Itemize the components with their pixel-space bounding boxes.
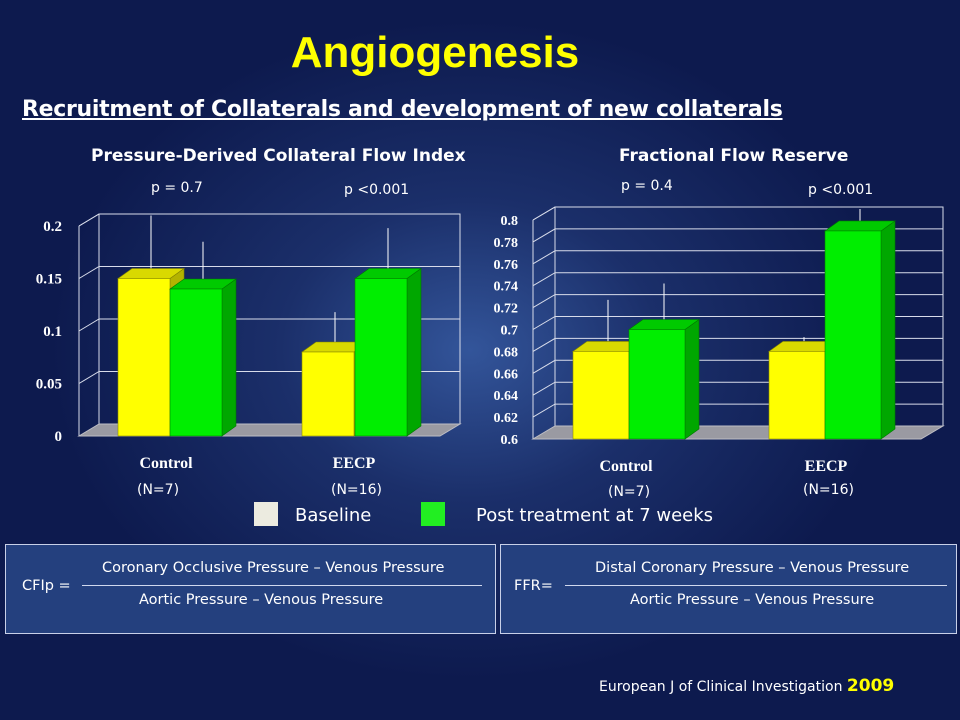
formula-box-ffr: FFR= Distal Coronary Pressure – Venous P… bbox=[500, 544, 957, 634]
chart2-gridline bbox=[532, 294, 943, 309]
citation-year: 2009 bbox=[846, 676, 895, 696]
chart1-bar-side bbox=[221, 278, 237, 437]
chart2-ytick-label: 0.76 bbox=[494, 258, 519, 273]
formula-ffr-lhs: FFR= bbox=[514, 578, 553, 594]
chart1-ytick-label: 0.15 bbox=[36, 272, 62, 288]
legend-swatch-baseline bbox=[254, 502, 278, 526]
chart2-ytick-label: 0.74 bbox=[494, 280, 519, 295]
chart2-ytick-label: 0.68 bbox=[494, 345, 519, 360]
chart2-ytick-label: 0.62 bbox=[494, 411, 519, 426]
citation: European J of Clinical Investigation 200… bbox=[599, 676, 894, 696]
chart2-ytick-label: 0.78 bbox=[494, 236, 519, 251]
chart2-gridline bbox=[532, 337, 943, 352]
chart-fractional-flow-reserve: 0.6 0.62 0.64 0.66 0.68 0.7 0.72 0.74 0.76 0.78 0.… bbox=[494, 206, 945, 475]
formula-box-cfip: CFIp = Coronary Occlusive Pressure – Ven… bbox=[5, 544, 496, 634]
chart1-ytick-label: 0.2 bbox=[43, 219, 62, 235]
legend-swatch-post bbox=[421, 502, 445, 526]
formula-ffr-fraction-bar bbox=[565, 585, 947, 586]
chart2-bar-side bbox=[880, 220, 896, 440]
formula-ffr-denominator: Aortic Pressure – Venous Pressure bbox=[630, 592, 875, 608]
chart2-ytick-label: 0.72 bbox=[494, 302, 519, 317]
chart2-ytick-label: 0.6 bbox=[501, 433, 519, 448]
formula-cfip-fraction-bar bbox=[82, 585, 482, 586]
chart2-gridline bbox=[532, 316, 943, 330]
chart2-gridline bbox=[532, 206, 943, 221]
chart2-ytick-label: 0.64 bbox=[494, 389, 519, 404]
citation-source: European J of Clinical Investigation bbox=[599, 679, 843, 695]
chart-collateral-flow-index: 0 0.05 0.1 0.15 0.2 Control EECP bbox=[36, 213, 462, 472]
chart1-n-eecp: (N=16) bbox=[331, 482, 382, 498]
chart1-title: Pressure-Derived Collateral Flow Index bbox=[91, 146, 466, 166]
chart1-category-label: EECP bbox=[333, 455, 376, 472]
chart1-ytick-label: 0.05 bbox=[36, 377, 62, 393]
chart2-gridline bbox=[532, 272, 943, 287]
formula-cfip-denominator: Aortic Pressure – Venous Pressure bbox=[139, 592, 384, 608]
chart2-ytick-label: 0.8 bbox=[501, 214, 519, 229]
chart2-ytick-label: 0.66 bbox=[494, 367, 519, 382]
chart2-bar-control-post bbox=[628, 329, 686, 440]
chart1-gridline bbox=[78, 318, 460, 332]
chart1-bar-control-post bbox=[169, 288, 223, 437]
chart1-bar-eecp-baseline bbox=[301, 351, 355, 437]
chart2-category-label: EECP bbox=[805, 458, 848, 475]
formula-ffr-numerator: Distal Coronary Pressure – Venous Pressu… bbox=[595, 560, 910, 576]
chart2-pvalue-eecp: p <0.001 bbox=[808, 182, 874, 198]
chart1-pvalue-eecp: p <0.001 bbox=[344, 182, 410, 198]
chart1-category-label: Control bbox=[139, 455, 193, 472]
legend-label-post: Post treatment at 7 weeks bbox=[476, 505, 714, 526]
chart1-bar-side bbox=[406, 267, 422, 437]
chart2-pvalue-control: p = 0.4 bbox=[621, 178, 673, 194]
chart1-gridline bbox=[78, 213, 460, 227]
chart2-n-control: (N=7) bbox=[608, 484, 651, 500]
formula-cfip-lhs: CFIp = bbox=[22, 578, 71, 594]
chart1-pvalue-control: p = 0.7 bbox=[151, 180, 203, 196]
chart2-bar-eecp-post bbox=[824, 230, 882, 440]
chart2-gridline bbox=[532, 250, 943, 265]
chart2-ytick-label: 0.7 bbox=[501, 324, 519, 339]
chart2-n-eecp: (N=16) bbox=[803, 482, 854, 498]
chart2-bar-side bbox=[684, 318, 700, 440]
chart2-bar-eecp-baseline bbox=[768, 351, 826, 440]
chart2-category-label: Control bbox=[599, 458, 653, 475]
chart1-n-control: (N=7) bbox=[137, 482, 180, 498]
chart2-gridline bbox=[532, 228, 943, 243]
chart1-ytick-label: 0 bbox=[55, 429, 63, 445]
chart1-gridline bbox=[78, 266, 460, 279]
chart2-bar-control-baseline bbox=[572, 351, 630, 440]
slide-subtitle: Recruitment of Collaterals and developme… bbox=[22, 97, 783, 122]
chart2-title: Fractional Flow Reserve bbox=[619, 146, 849, 166]
formula-cfip-numerator: Coronary Occlusive Pressure – Venous Pre… bbox=[102, 560, 445, 576]
chart1-bar-control-baseline bbox=[117, 278, 171, 437]
legend-label-baseline: Baseline bbox=[295, 505, 372, 526]
chart1-ytick-label: 0.1 bbox=[43, 324, 62, 340]
chart1-bar-eecp-post bbox=[354, 278, 408, 437]
slide-title: Angiogenesis bbox=[290, 28, 580, 77]
